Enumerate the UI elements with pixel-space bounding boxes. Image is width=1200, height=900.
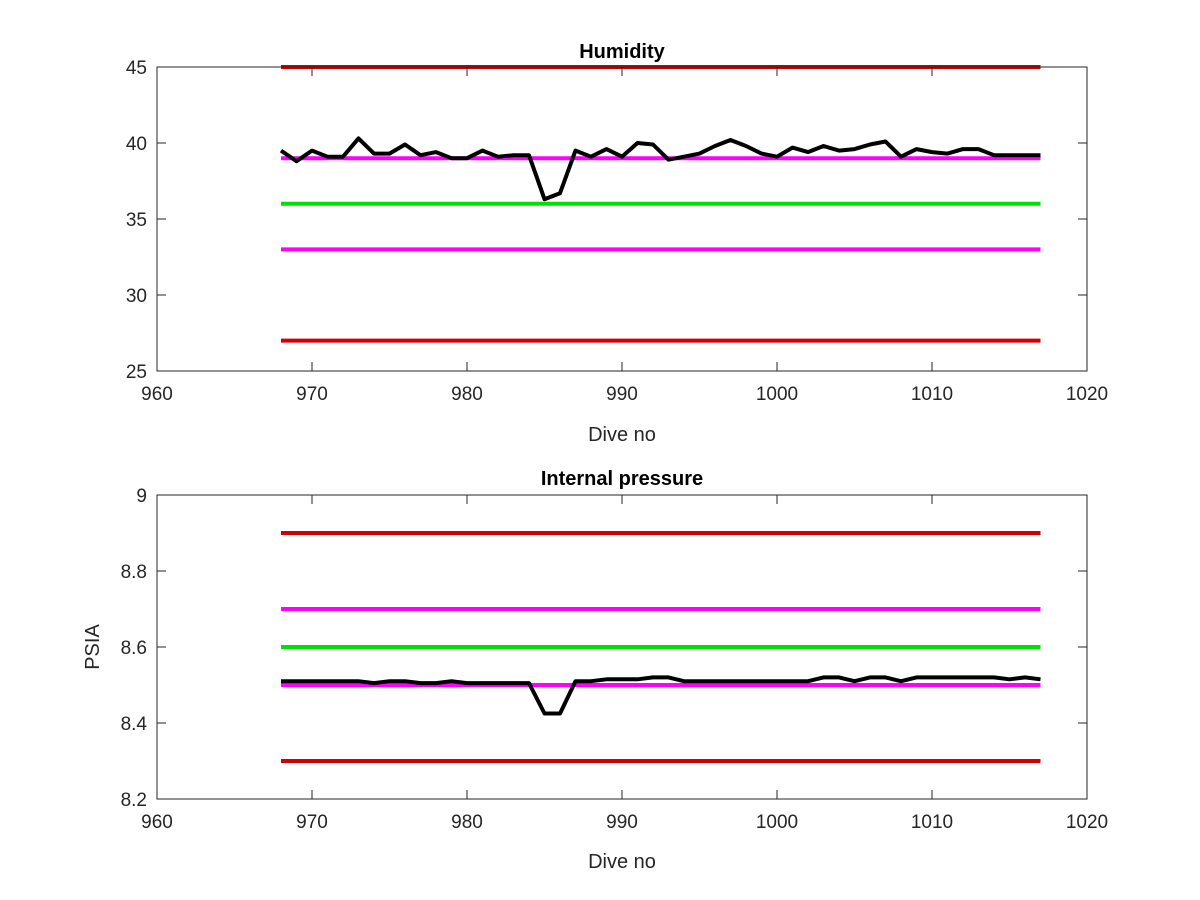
y-tick-label-internal-pressure: 8.4	[121, 714, 148, 735]
chart-title-humidity: Humidity	[579, 41, 665, 63]
y-tick-label-humidity: 45	[126, 58, 147, 79]
y-axis-label-internal-pressure: PSIA	[82, 624, 104, 670]
series-layer-internal-pressure	[281, 675, 1041, 716]
subplot-internal-pressure: 960 970 980 990 1000 1010 1020 8.2 8.4 8.6 8.8 9 I…	[82, 468, 1108, 873]
x-tick-label-internal-pressure: 960	[141, 812, 173, 833]
y-ticks-internal-pressure: 8.2 8.4 8.6 8.8 9	[121, 486, 1087, 811]
x-tick-label-humidity: 980	[451, 384, 483, 405]
subplot-humidity: 960 970 980 990 1000 1010 1020 25 30 35 40 45 Humi…	[126, 41, 1108, 446]
reference-lines-internal-pressure	[281, 531, 1041, 763]
chart-title-internal-pressure: Internal pressure	[541, 468, 703, 490]
y-tick-label-humidity: 35	[126, 210, 147, 231]
series-line-internal-pressure-0	[281, 675, 1041, 716]
y-tick-label-internal-pressure: 8.2	[121, 790, 147, 811]
y-tick-label-humidity: 30	[126, 286, 147, 307]
x-tick-label-humidity: 960	[141, 384, 173, 405]
y-tick-label-internal-pressure: 9	[136, 486, 147, 507]
x-tick-label-humidity: 1000	[756, 384, 798, 405]
y-tick-label-humidity: 25	[126, 362, 147, 383]
y-tick-label-humidity: 40	[126, 134, 147, 155]
series-line-humidity-0	[279, 136, 1041, 202]
y-tick-label-internal-pressure: 8.6	[121, 638, 147, 659]
x-tick-label-humidity: 1010	[911, 384, 953, 405]
x-tick-label-humidity: 1020	[1066, 384, 1108, 405]
x-axis-label-internal-pressure: Dive no	[588, 851, 656, 873]
x-axis-label-humidity: Dive no	[588, 424, 656, 446]
x-ticks-internal-pressure: 960 970 980 990 1000 1010 1020	[141, 495, 1108, 833]
x-tick-label-internal-pressure: 990	[606, 812, 638, 833]
x-tick-label-internal-pressure: 980	[451, 812, 483, 833]
x-tick-label-internal-pressure: 1020	[1066, 812, 1108, 833]
x-tick-label-internal-pressure: 1000	[756, 812, 798, 833]
plot-area-humidity	[157, 67, 1087, 371]
x-tick-label-internal-pressure: 1010	[911, 812, 953, 833]
x-tick-label-internal-pressure: 970	[296, 812, 328, 833]
x-ticks-humidity: 960 970 980 990 1000 1010 1020	[141, 67, 1108, 405]
series-layer-humidity	[279, 136, 1041, 202]
x-tick-label-humidity: 970	[296, 384, 328, 405]
y-tick-label-internal-pressure: 8.8	[121, 562, 147, 583]
x-tick-label-humidity: 990	[606, 384, 638, 405]
y-ticks-humidity: 25 30 35 40 45	[126, 58, 1087, 383]
